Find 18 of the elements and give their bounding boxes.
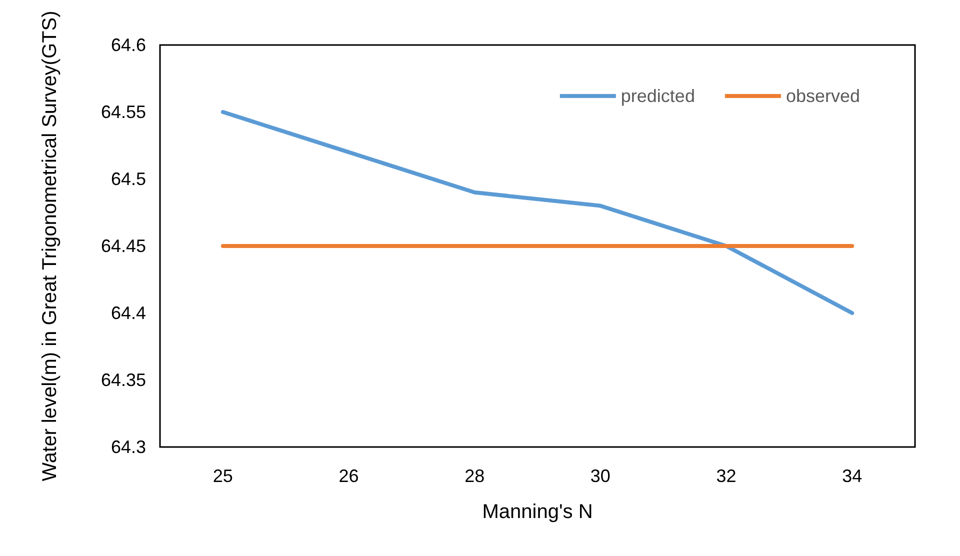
y-tick-label: 64.45 — [100, 236, 146, 256]
x-tick-label: 26 — [338, 466, 359, 486]
legend-label: predicted — [620, 86, 695, 106]
x-tick-label: 28 — [464, 466, 485, 486]
y-axis-title: Water level(m) in Great Trigonometrical Survey(GTS) — [39, 10, 61, 482]
x-tick-label: 30 — [590, 466, 610, 486]
x-tick-label: 25 — [212, 466, 233, 486]
x-tick-label: 32 — [716, 466, 736, 486]
y-tick-label: 64.55 — [100, 102, 146, 122]
line-series — [220, 110, 854, 315]
y-tick-label: 64.4 — [110, 303, 146, 323]
x-tick-label: 34 — [842, 466, 862, 486]
x-axis-title: Manning's N — [482, 501, 593, 523]
y-tick-label: 64.35 — [100, 370, 146, 390]
y-tick-label: 64.6 — [110, 35, 146, 55]
y-tick-label: 64.5 — [110, 169, 146, 189]
legend-label: observed — [786, 86, 860, 106]
y-tick-label: 64.3 — [110, 437, 146, 457]
